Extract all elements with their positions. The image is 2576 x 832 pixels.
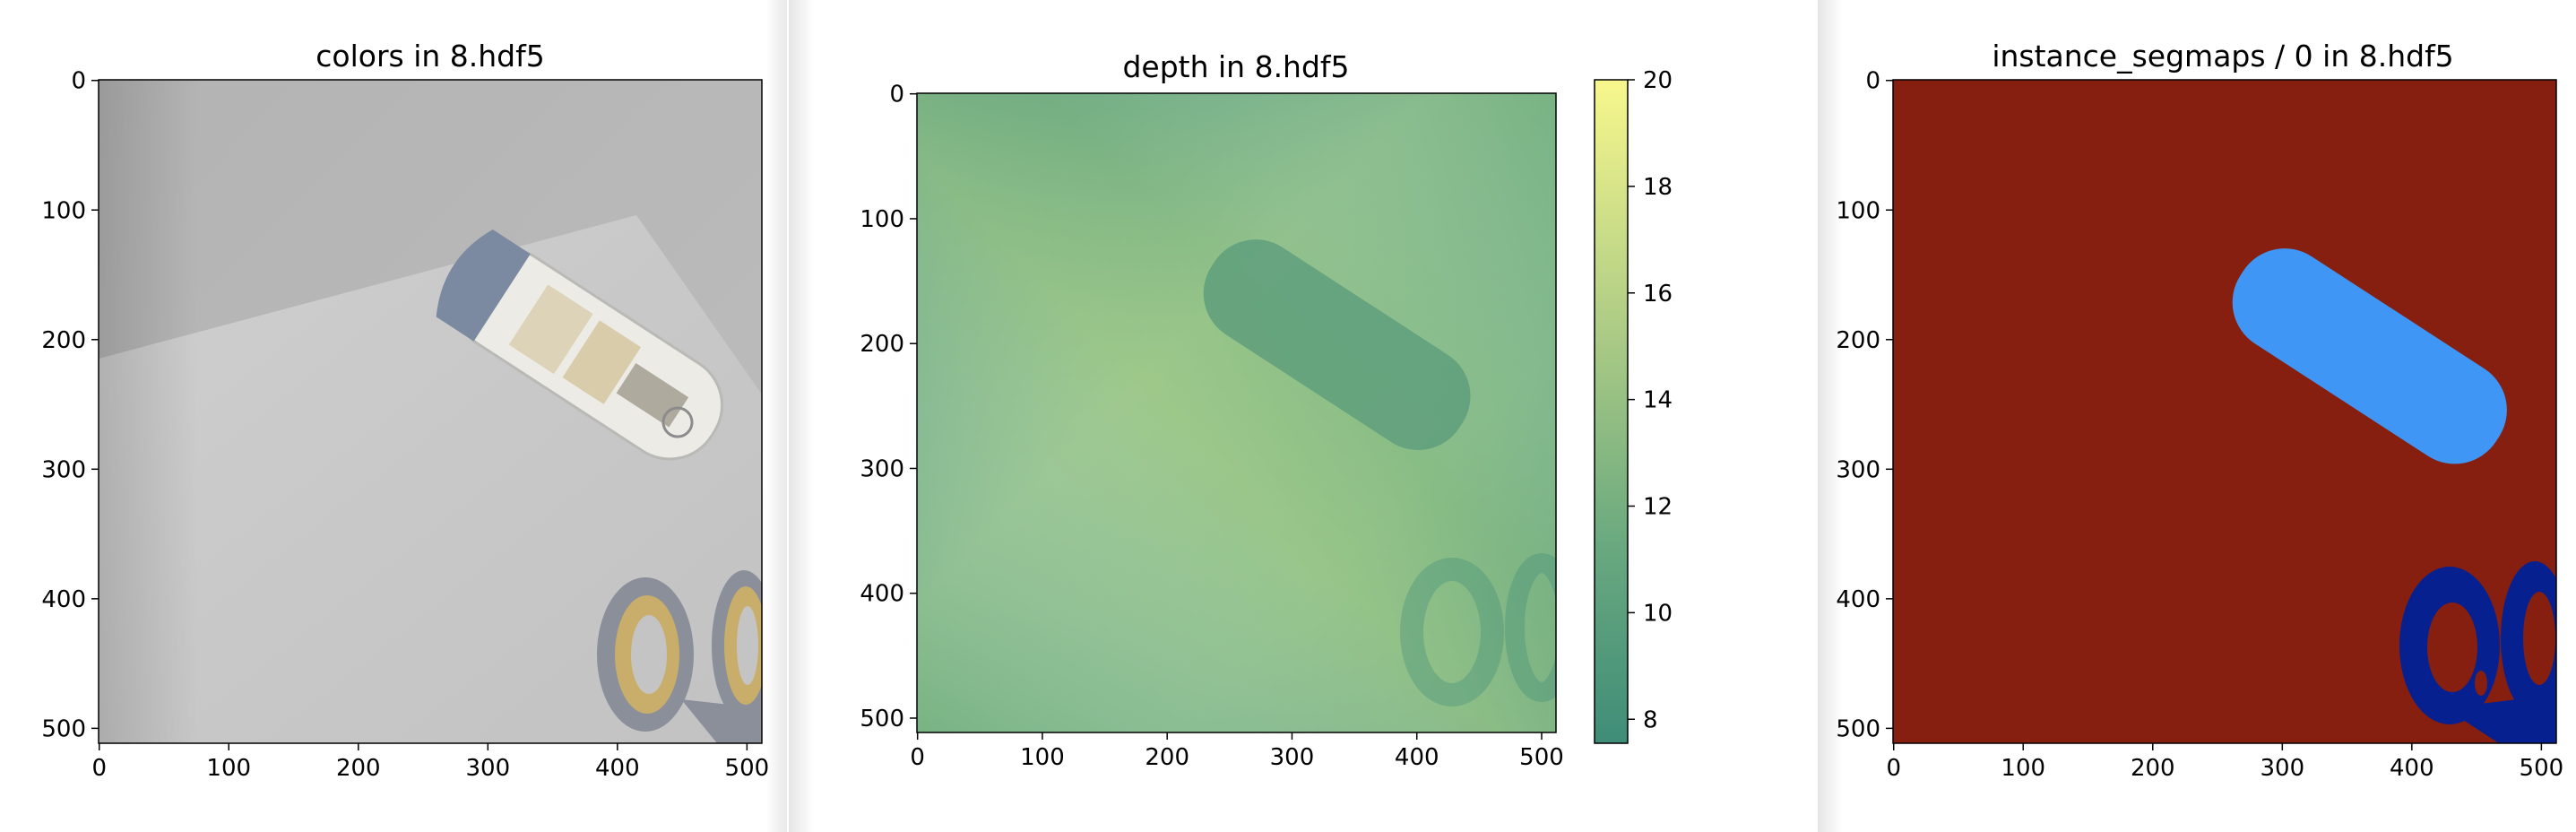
plot-axes-frame	[98, 79, 763, 744]
bottle-depth-shape	[1203, 239, 1471, 450]
plot-title: depth in 8.hdf5	[1122, 49, 1349, 84]
scissors-depth-shape	[1400, 553, 1556, 706]
plot-title: colors in 8.hdf5	[316, 39, 544, 74]
scissors	[597, 570, 762, 743]
colorbar-tick-label: 14	[1643, 387, 1673, 414]
depth-figure: depth in 8.hdf5 8 10 12 14 16 18 20 0 100 200 300…	[860, 49, 1673, 771]
y-tick-label: 200	[1836, 327, 1880, 354]
x-tick-label: 500	[725, 755, 770, 782]
y-tick-label: 100	[41, 197, 86, 224]
x-tick-label: 300	[1270, 744, 1315, 771]
y-tick-label: 500	[860, 706, 904, 732]
y-tick-label: 500	[1836, 715, 1880, 742]
colors-figure: colors in 8.hdf5	[41, 39, 770, 782]
y-tick-label: 200	[860, 331, 904, 358]
segmap-figure: instance_segmaps / 0 in 8.hdf5 0 100 200 30…	[1836, 39, 2564, 782]
x-tick-label: 500	[1519, 744, 1564, 771]
x-tick-label: 100	[2001, 755, 2045, 782]
x-tick-label: 200	[336, 755, 381, 782]
y-tick-label: 400	[1836, 586, 1880, 613]
colorbar-tick-label: 8	[1643, 706, 1658, 733]
x-tick-label: 300	[465, 755, 510, 782]
segmentation-image	[1893, 80, 2556, 743]
y-tick-label: 200	[41, 327, 86, 354]
shampoo-bottle	[436, 230, 724, 461]
colors-figure-window: colors in 8.hdf5	[0, 0, 787, 832]
y-tick-label: 0	[71, 68, 86, 95]
colorbar-tick-label: 20	[1643, 67, 1673, 94]
plot-axes-frame	[1892, 79, 2557, 744]
window-edge-shadow	[789, 0, 814, 832]
window-edge-shadow	[1818, 0, 1843, 832]
x-tick-label: 0	[91, 755, 107, 782]
y-tick-label: 0	[889, 82, 904, 108]
x-tick-label: 400	[1395, 744, 1439, 771]
x-tick-label: 200	[2131, 755, 2175, 782]
window-edge-shadow	[765, 0, 787, 832]
colorbar	[1594, 79, 1629, 744]
y-tick-label: 300	[860, 455, 904, 482]
colorbar-tick-label: 12	[1643, 494, 1673, 521]
x-tick-label: 500	[2520, 755, 2564, 782]
x-tick-label: 400	[595, 755, 640, 782]
x-tick-label: 200	[1145, 744, 1189, 771]
x-tick-label: 0	[910, 744, 925, 771]
bottle-segment	[2232, 248, 2507, 464]
y-tick-label: 500	[41, 715, 86, 742]
y-tick-label: 300	[41, 456, 86, 483]
y-tick-label: 400	[41, 586, 86, 613]
x-tick-label: 100	[1020, 744, 1065, 771]
depth-figure-window: depth in 8.hdf5 8 10 12 14 16 18 20 0 100 200 300…	[789, 0, 1818, 832]
x-tick-label: 100	[206, 755, 251, 782]
x-tick-label: 300	[2260, 755, 2304, 782]
y-tick-label: 100	[860, 206, 904, 233]
colorbar-tick-label: 18	[1643, 174, 1673, 201]
colorbar-ticks: 8 10 12 14 16 18 20	[1628, 67, 1673, 733]
plot-title: instance_segmaps / 0 in 8.hdf5	[1992, 39, 2453, 74]
rgb-image	[99, 80, 762, 743]
y-tick-label: 400	[860, 581, 904, 608]
scissors-segment	[2399, 561, 2556, 743]
y-tick-label: 300	[1836, 456, 1880, 483]
plot-axes-frame	[916, 92, 1557, 733]
y-tick-label: 100	[1836, 197, 1880, 224]
colorbar-tick-label: 16	[1643, 281, 1673, 308]
depth-image	[917, 93, 1556, 732]
y-tick-label: 0	[1865, 68, 1880, 95]
segmap-figure-window: instance_segmaps / 0 in 8.hdf5 0 100 200 30…	[1818, 0, 2576, 832]
x-tick-label: 400	[2390, 755, 2434, 782]
x-tick-label: 0	[1886, 755, 1901, 782]
colorbar-tick-label: 10	[1643, 600, 1673, 627]
